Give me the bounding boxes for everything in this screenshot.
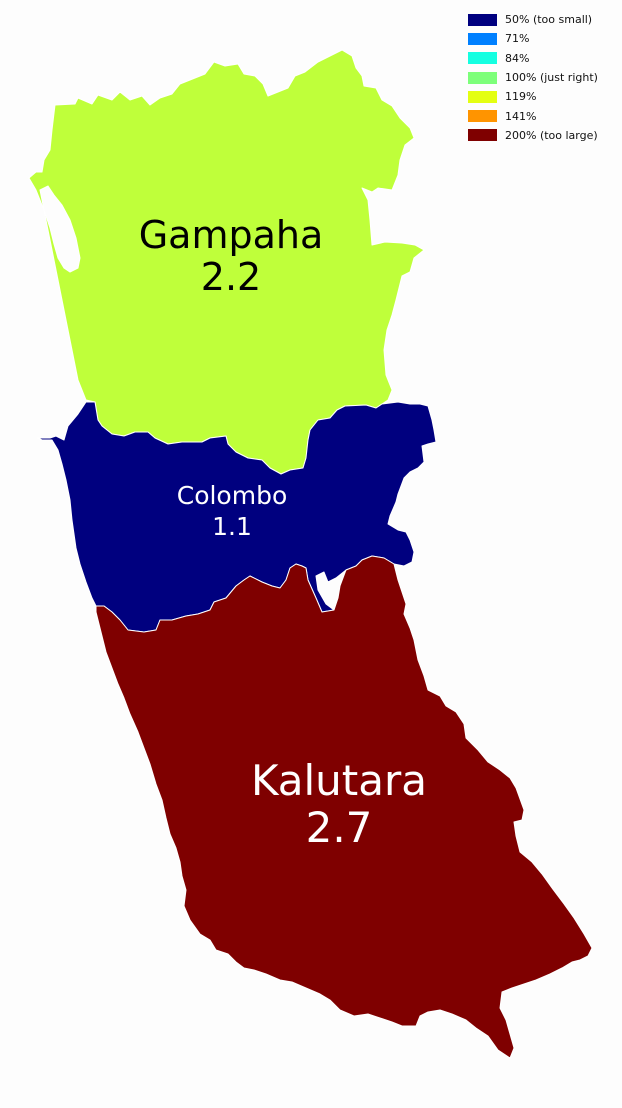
- district-kalutara: [95, 555, 593, 1059]
- legend-label: 141%: [505, 109, 537, 123]
- gampaha-name-label: Gampaha: [139, 213, 324, 257]
- legend-item: 84%: [468, 49, 620, 68]
- legend-label: 71%: [505, 32, 530, 46]
- colombo-value-label: 1.1: [212, 512, 252, 541]
- kalutara-name-label: Kalutara: [251, 756, 427, 805]
- legend-swatch: [468, 13, 497, 26]
- colombo-name-label: Colombo: [177, 481, 288, 510]
- legend-swatch: [468, 129, 497, 142]
- legend-label: 200% (too large): [505, 128, 598, 142]
- legend-item: 141%: [468, 106, 620, 125]
- legend-swatch: [468, 52, 497, 65]
- legend-item: 71%: [468, 29, 620, 48]
- legend-label: 119%: [505, 90, 537, 104]
- legend-item: 119%: [468, 87, 620, 106]
- lagoon: [39, 185, 81, 273]
- legend-label: 100% (just right): [505, 71, 598, 85]
- legend-item: 100% (just right): [468, 68, 620, 87]
- legend: 50% (too small) 71% 84% 100% (just right…: [468, 10, 620, 145]
- legend-item: 200% (too large): [468, 126, 620, 145]
- gampaha-value-label: 2.2: [201, 255, 261, 299]
- legend-swatch: [468, 32, 497, 45]
- legend-label: 50% (too small): [505, 13, 593, 27]
- legend-item: 50% (too small): [468, 10, 620, 29]
- legend-swatch: [468, 90, 497, 103]
- legend-label: 84%: [505, 51, 530, 65]
- legend-swatch: [468, 71, 497, 84]
- legend-swatch: [468, 110, 497, 123]
- kalutara-value-label: 2.7: [306, 803, 373, 852]
